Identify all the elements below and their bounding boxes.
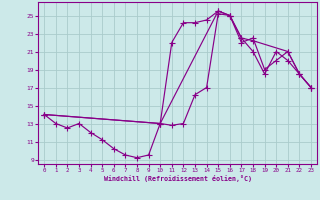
X-axis label: Windchill (Refroidissement éolien,°C): Windchill (Refroidissement éolien,°C) [104, 175, 252, 182]
